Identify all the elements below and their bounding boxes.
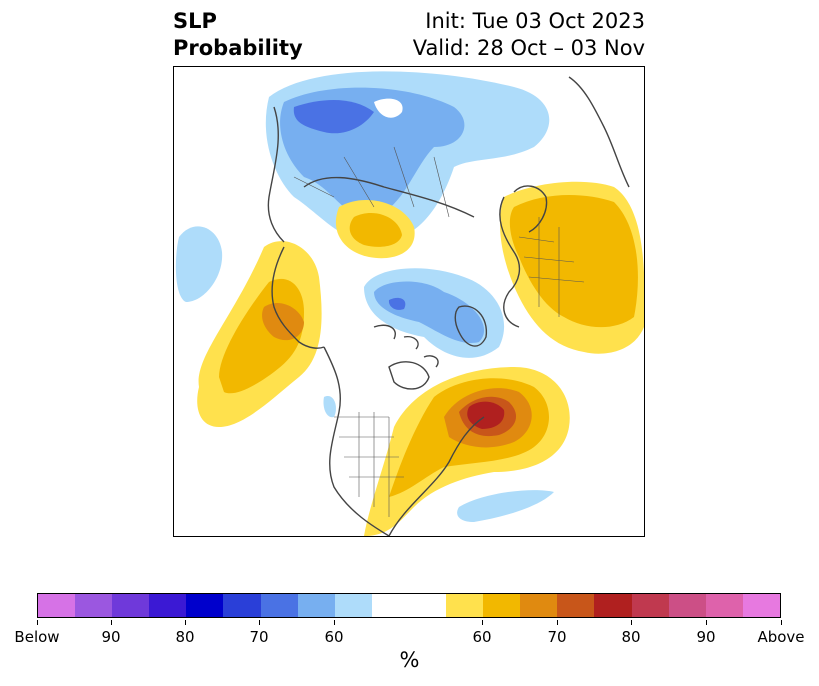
colorbar-segment xyxy=(75,594,113,617)
colorbar-tick-mark xyxy=(334,620,335,625)
asia-borders xyxy=(293,146,450,218)
colorbar-tick-mark xyxy=(482,620,483,625)
colorbar-segment xyxy=(38,594,76,617)
colorbar-segment xyxy=(297,594,335,617)
colorbar-segment xyxy=(520,594,558,617)
colorbar-tick-mark xyxy=(259,620,260,625)
colorbar-segment xyxy=(557,594,595,617)
scandinavia-coast xyxy=(513,185,548,233)
arctic-islands xyxy=(373,324,439,368)
colorbar-segment xyxy=(594,594,632,617)
colorbar-tick-label: 80 xyxy=(621,628,641,646)
colorbar-tick-label: Above xyxy=(757,628,805,646)
colorbar-segment xyxy=(371,594,447,617)
asia-north-coast xyxy=(303,176,475,218)
colorbar-tick-mark xyxy=(111,620,112,625)
colorbar-segment xyxy=(742,594,780,617)
below-normal-shading xyxy=(175,71,554,522)
greenland-coast xyxy=(454,305,488,347)
colorbar-tick-mark xyxy=(781,620,782,625)
colorbar-unit: % xyxy=(399,648,420,672)
colorbar-tick-label: Below xyxy=(14,628,60,646)
above-normal-shading xyxy=(197,181,644,536)
colorbar-tick-mark xyxy=(557,620,558,625)
colorbar-tick-label: 60 xyxy=(324,628,344,646)
title-quantity: Probability xyxy=(173,36,303,60)
colorbar-segment xyxy=(112,594,150,617)
below-60-pacific xyxy=(175,226,223,302)
colorbar-segment xyxy=(705,594,743,617)
colorbar-tick-label: 90 xyxy=(696,628,716,646)
below-white-center xyxy=(374,98,403,118)
colorbar-segment xyxy=(334,594,372,617)
colorbar-tick-mark xyxy=(631,620,632,625)
valid-date-range: Valid: 28 Oct – 03 Nov xyxy=(412,36,645,60)
below-60-gulf xyxy=(323,396,336,418)
north-america-coast xyxy=(323,346,390,536)
asia-east-coast xyxy=(267,106,285,243)
africa-coast xyxy=(568,76,630,188)
colorbar-segment xyxy=(668,594,706,617)
below-60-atlantic-south xyxy=(457,490,554,522)
colorbar-segment xyxy=(446,594,484,617)
probability-map xyxy=(173,66,645,537)
north-america-east-coast xyxy=(388,416,485,536)
colorbar-segment xyxy=(186,594,224,617)
below-80-north-atlantic xyxy=(293,100,374,134)
colorbar-segment xyxy=(223,594,261,617)
colorbar-tick-label: 90 xyxy=(101,628,121,646)
init-date: Init: Tue 03 Oct 2023 xyxy=(425,9,645,33)
coastlines xyxy=(267,76,630,536)
colorbar-segment xyxy=(631,594,669,617)
above-70-east-siberia xyxy=(349,213,402,247)
colorbar-tick-mark xyxy=(185,620,186,625)
above-70-eurasia xyxy=(509,195,638,328)
colorbar-segment xyxy=(483,594,521,617)
alaska-coast xyxy=(271,246,325,349)
colorbar-tick-label: 80 xyxy=(175,628,195,646)
colorbar-tick-label: 70 xyxy=(249,628,269,646)
title-variable: SLP xyxy=(173,9,217,33)
map-title: SLP Probability xyxy=(173,8,303,62)
colorbar-ticks: Below 90 80 70 60 60 70 80 90 Above xyxy=(0,620,819,650)
colorbar-segment xyxy=(149,594,187,617)
above-80-alaska xyxy=(262,302,304,341)
colorbar-tick-mark xyxy=(37,620,38,625)
us-state-lines xyxy=(334,412,404,517)
political-borders xyxy=(293,146,585,517)
colorbar xyxy=(37,593,781,618)
colorbar-segment xyxy=(260,594,298,617)
europe-borders xyxy=(518,217,585,317)
colorbar-tick-label: 60 xyxy=(472,628,492,646)
below-80-arctic xyxy=(388,297,406,310)
europe-coast xyxy=(499,196,521,328)
hudson-bay xyxy=(388,361,430,390)
map-canvas xyxy=(175,71,644,536)
map-dates: Init: Tue 03 Oct 2023 Valid: 28 Oct – 03… xyxy=(413,8,645,62)
colorbar-tick-mark xyxy=(706,620,707,625)
colorbar-tick-label: 70 xyxy=(547,628,567,646)
